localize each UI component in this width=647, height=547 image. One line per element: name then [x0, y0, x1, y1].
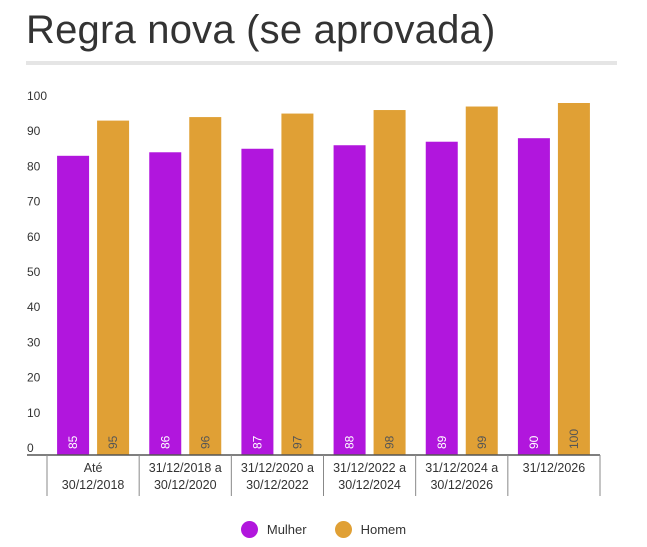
- data-label-mulher: 85: [66, 435, 80, 449]
- legend-label-homem: Homem: [360, 522, 407, 537]
- data-label-mulher: 90: [527, 435, 541, 449]
- legend-swatch-homem: [334, 521, 352, 538]
- bar-mulher: [517, 138, 550, 455]
- y-tick-label: 50: [27, 265, 41, 279]
- x-tick-label: Até: [84, 461, 103, 475]
- y-tick-label: 20: [27, 371, 41, 385]
- bar-mulher: [425, 141, 458, 455]
- y-tick-label: 30: [27, 335, 41, 349]
- legend-item-mulher: Mulher: [240, 521, 307, 538]
- x-tick-label: 31/12/2024 a: [425, 461, 498, 475]
- y-tick-label: 0: [27, 441, 34, 455]
- bar-homem: [97, 120, 130, 455]
- data-label-mulher: 86: [158, 435, 172, 449]
- bar-homem: [281, 113, 314, 455]
- chart-title: Regra nova (se aprovada): [26, 8, 496, 52]
- legend-item-homem: Homem: [334, 521, 407, 538]
- data-label-homem: 99: [475, 435, 489, 449]
- y-tick-label: 70: [27, 195, 41, 209]
- y-tick-label: 60: [27, 230, 41, 244]
- x-tick-label: 31/12/2018 a: [149, 461, 222, 475]
- data-label-mulher: 87: [250, 435, 264, 449]
- y-tick-label: 90: [27, 124, 41, 138]
- x-tick-label: 31/12/2022 a: [333, 461, 406, 475]
- legend-swatch-mulher: [240, 521, 258, 538]
- x-tick-label: 30/12/2020: [154, 478, 217, 492]
- data-label-homem: 100: [567, 429, 581, 449]
- bar-homem: [557, 103, 590, 455]
- y-tick-label: 100: [27, 89, 47, 103]
- x-tick-label: 31/12/2020 a: [241, 461, 314, 475]
- x-tick-label: 31/12/2026: [523, 461, 586, 475]
- data-label-homem: 96: [198, 435, 212, 449]
- bar-mulher: [149, 152, 182, 455]
- bar-mulher: [57, 155, 90, 456]
- y-tick-label: 80: [27, 159, 41, 173]
- x-tick-label: 30/12/2026: [430, 478, 493, 492]
- y-tick-label: 10: [27, 406, 41, 420]
- legend-label-mulher: Mulher: [266, 522, 307, 537]
- x-tick-label: 30/12/2024: [338, 478, 401, 492]
- bar-mulher: [333, 145, 366, 456]
- bar-homem: [189, 117, 222, 455]
- data-label-homem: 98: [383, 435, 397, 449]
- data-label-mulher: 88: [343, 435, 357, 449]
- x-tick-label: 30/12/2018: [62, 478, 125, 492]
- data-label-mulher: 89: [435, 435, 449, 449]
- bar-homem: [373, 110, 406, 455]
- x-tick-label: 30/12/2022: [246, 478, 309, 492]
- data-label-homem: 97: [290, 435, 304, 449]
- y-tick-label: 40: [27, 300, 41, 314]
- data-label-homem: 95: [106, 435, 120, 449]
- bar-homem: [465, 106, 498, 456]
- title-divider: [26, 61, 617, 65]
- legend: Mulher Homem: [0, 521, 647, 538]
- bar-mulher: [241, 148, 274, 455]
